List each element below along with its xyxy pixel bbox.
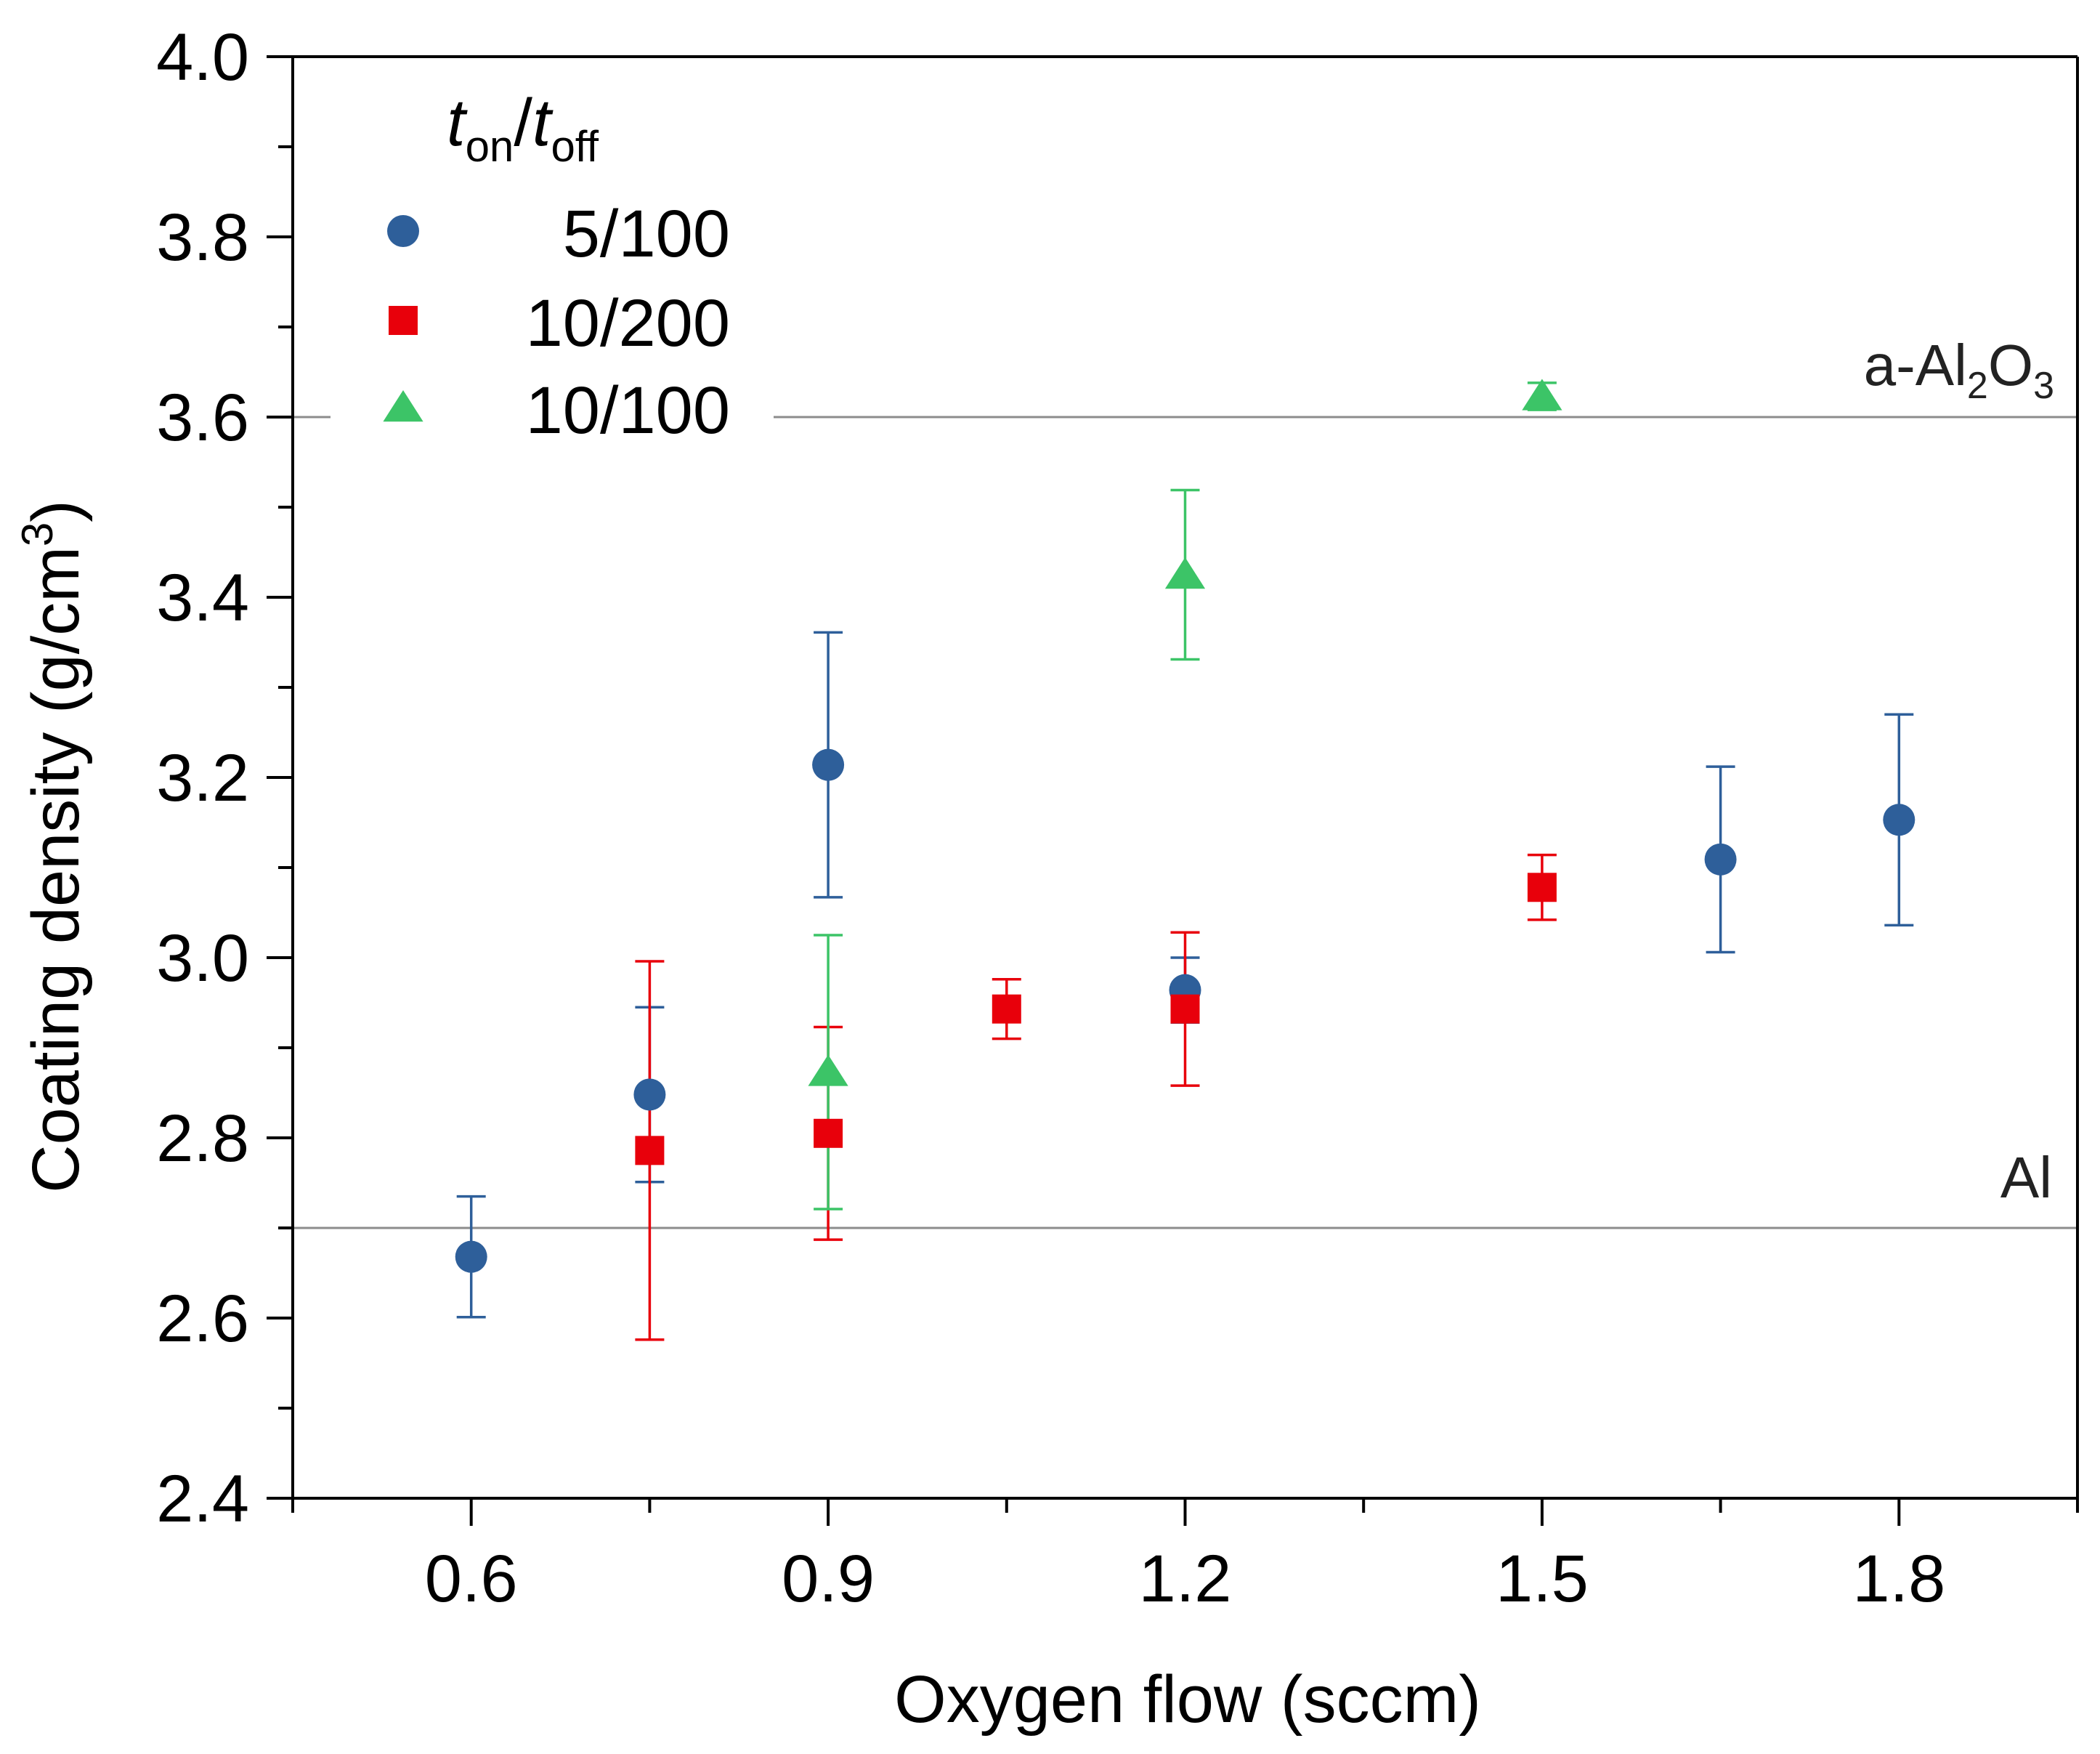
data-markers — [455, 379, 1915, 1273]
legend-title-sub-off: off — [551, 122, 599, 171]
ref-label-al2o3: a-Al2O3 — [1864, 333, 2054, 407]
legend-background — [331, 102, 774, 449]
data-point-square — [1170, 994, 1200, 1024]
legend-items: 5/100 10/200 10/100 — [383, 197, 730, 448]
tick-labels: 2.4 2.6 2.8 3.0 3.2 3.4 3.6 3.8 4.0 0.6 0.9 1.2 1.5 1… — [156, 20, 1945, 1616]
y-tick-label: 3.2 — [156, 741, 249, 815]
x-tick-label: 1.8 — [1852, 1542, 1945, 1616]
ref-label-al: Al — [2000, 1145, 2052, 1210]
y-tick-label: 2.6 — [156, 1282, 249, 1356]
ticks — [267, 55, 2079, 1526]
y-tick-label: 3.8 — [156, 201, 249, 275]
y-tick-label: 2.4 — [156, 1462, 249, 1536]
legend-title-t1: t — [447, 86, 468, 160]
legend-marker-circle — [387, 215, 419, 247]
x-tick-label: 0.6 — [425, 1542, 518, 1616]
legend-marker-square — [389, 306, 418, 335]
error-bars — [456, 381, 1914, 1341]
y-axis-title: Coating density (g/cm3) — [13, 500, 93, 1193]
x-tick-label: 1.2 — [1139, 1542, 1232, 1616]
legend-marker-triangle — [383, 390, 423, 422]
data-point-circle — [633, 1078, 666, 1111]
y-tick-label: 3.0 — [156, 921, 249, 995]
data-point-circle — [1883, 804, 1915, 836]
x-tick-label: 0.9 — [782, 1542, 875, 1616]
legend-label: 5/100 — [563, 197, 730, 271]
legend-title-slash: / — [514, 86, 532, 160]
y-tick-label: 4.0 — [156, 20, 249, 94]
data-point-triangle — [808, 1054, 848, 1086]
data-point-triangle — [1522, 379, 1562, 411]
data-point-circle — [455, 1240, 487, 1273]
legend-title-sub-on: on — [466, 122, 514, 171]
x-tick-label: 1.5 — [1496, 1542, 1589, 1616]
data-point-square — [1527, 873, 1557, 902]
data-point-circle — [812, 748, 845, 781]
legend-label: 10/200 — [526, 286, 730, 360]
data-point-square — [635, 1136, 665, 1165]
legend-label: 10/100 — [526, 373, 730, 448]
y-tick-label: 2.8 — [156, 1102, 249, 1176]
data-point-square — [814, 1118, 843, 1148]
y-tick-label: 3.4 — [156, 561, 249, 635]
data-point-square — [992, 994, 1021, 1024]
data-point-circle — [1704, 843, 1737, 876]
legend-title: ton/toff — [447, 86, 599, 171]
y-tick-label: 3.6 — [156, 381, 249, 455]
x-axis-title: Oxygen flow (sccm) — [894, 1662, 1481, 1737]
data-point-triangle — [1164, 557, 1206, 589]
legend-title-t2: t — [532, 86, 554, 160]
